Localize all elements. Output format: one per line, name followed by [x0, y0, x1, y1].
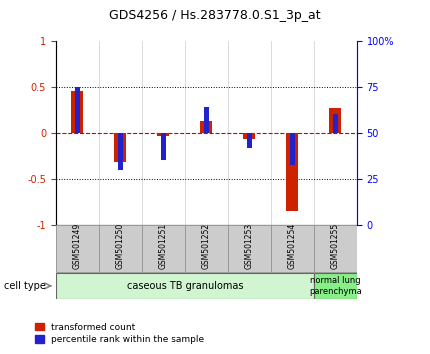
FancyBboxPatch shape: [56, 273, 314, 299]
Text: GSM501252: GSM501252: [202, 223, 211, 269]
FancyBboxPatch shape: [99, 225, 142, 272]
Text: cell type: cell type: [4, 281, 46, 291]
Text: GSM501253: GSM501253: [245, 223, 254, 269]
FancyBboxPatch shape: [142, 225, 185, 272]
Text: normal lung
parenchyma: normal lung parenchyma: [309, 276, 362, 296]
Bar: [286, 133, 298, 211]
Bar: [290, 133, 295, 165]
Bar: [200, 121, 212, 133]
Text: caseous TB granulomas: caseous TB granulomas: [127, 281, 243, 291]
Text: GSM501254: GSM501254: [288, 223, 297, 269]
FancyBboxPatch shape: [314, 225, 357, 272]
Bar: [118, 133, 123, 170]
Bar: [71, 91, 83, 133]
FancyBboxPatch shape: [56, 225, 99, 272]
Bar: [114, 133, 126, 162]
Bar: [75, 87, 80, 133]
Bar: [204, 107, 209, 133]
Bar: [329, 108, 341, 133]
FancyBboxPatch shape: [314, 273, 357, 299]
Bar: [243, 133, 255, 139]
FancyBboxPatch shape: [271, 225, 314, 272]
Bar: [157, 133, 169, 136]
Legend: transformed count, percentile rank within the sample: transformed count, percentile rank withi…: [34, 322, 204, 344]
Text: GDS4256 / Hs.283778.0.S1_3p_at: GDS4256 / Hs.283778.0.S1_3p_at: [109, 9, 321, 22]
Text: GSM501249: GSM501249: [73, 223, 82, 269]
Text: GSM501250: GSM501250: [116, 223, 125, 269]
Bar: [247, 133, 252, 148]
FancyBboxPatch shape: [185, 225, 228, 272]
Bar: [333, 114, 338, 133]
Text: GSM501255: GSM501255: [331, 223, 340, 269]
Bar: [161, 133, 166, 160]
Text: GSM501251: GSM501251: [159, 223, 168, 269]
FancyBboxPatch shape: [228, 225, 271, 272]
